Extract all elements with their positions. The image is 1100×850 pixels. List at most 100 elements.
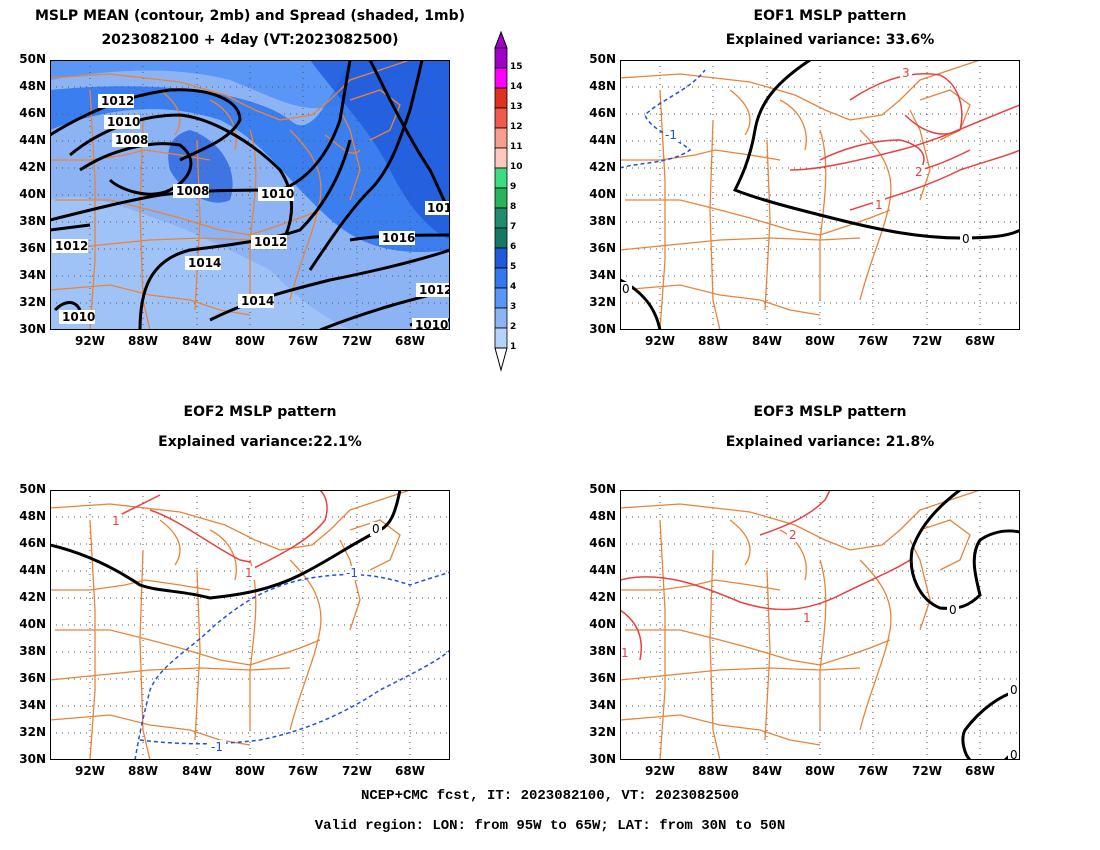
lon-tick-label: 76W xyxy=(288,334,318,348)
colorbar-level-label: 5 xyxy=(510,262,517,272)
lon-tick-label: 72W xyxy=(342,334,372,348)
panel3-title-line1: EOF2 MSLP pattern xyxy=(183,404,337,420)
colorbar-level-label: 15 xyxy=(510,62,523,72)
p2-contour-label: 0 xyxy=(962,232,970,246)
lon-tick-label: 92W xyxy=(75,334,105,348)
lon-tick-label: 84W xyxy=(182,764,212,778)
lon-tick-label: 92W xyxy=(75,764,105,778)
colorbar-level-label: 13 xyxy=(510,102,523,112)
colorbar-swatch xyxy=(494,47,508,69)
lat-tick-label: 38N xyxy=(589,644,616,658)
lon-tick-label: 92W xyxy=(645,764,675,778)
p4-contour-label: 0 xyxy=(949,603,957,617)
lat-tick-label: 48N xyxy=(589,509,616,523)
lat-tick-label: 42N xyxy=(589,590,616,604)
p1-contour-label: 1014 xyxy=(241,294,274,308)
lon-tick-label: 76W xyxy=(858,764,888,778)
p1-contour-label: 1008 xyxy=(115,133,148,147)
lat-tick-label: 46N xyxy=(589,536,616,550)
lat-tick-label: 30N xyxy=(19,322,46,336)
p1-contour-label: 1010 xyxy=(62,310,95,324)
p4-contour-label: 2 xyxy=(789,528,797,542)
p1-contour-label: 1012 xyxy=(101,94,134,108)
lon-tick-label: 88W xyxy=(128,334,158,348)
lat-tick-label: 40N xyxy=(589,617,616,631)
p1-contour-label: 1016 xyxy=(382,231,415,245)
p1-contour-label: 1010 xyxy=(261,187,294,201)
panel1-title-line2: 2023082100 + 4day (VT:2023082500) xyxy=(101,32,399,48)
lat-tick-label: 40N xyxy=(19,187,46,201)
panel3-map: 1 1 0 -1 -1 xyxy=(50,490,450,760)
lat-tick-label: 30N xyxy=(589,322,616,336)
p4-contour-label: 0 xyxy=(1010,748,1018,760)
lon-tick-label: 88W xyxy=(698,764,728,778)
colorbar-level-label: 7 xyxy=(510,222,517,232)
footer-line1: NCEP+CMC fcst, IT: 2023082100, VT: 20230… xyxy=(360,788,740,804)
lon-tick-label: 72W xyxy=(912,334,942,348)
colorbar-level-label: 8 xyxy=(510,202,517,212)
lon-tick-label: 68W xyxy=(965,764,995,778)
colorbar-swatch xyxy=(494,107,508,129)
p1-contour-label: 1008 xyxy=(176,184,209,198)
panel2-title-line1: EOF1 MSLP pattern xyxy=(753,8,907,24)
lat-tick-label: 46N xyxy=(589,106,616,120)
lat-tick-label: 46N xyxy=(19,536,46,550)
colorbar-swatch xyxy=(494,267,508,289)
colorbar-level-label: 10 xyxy=(510,162,523,172)
colorbar-level-label: 2 xyxy=(510,322,517,332)
colorbar-swatch xyxy=(494,147,508,169)
lat-tick-label: 32N xyxy=(19,295,46,309)
lat-tick-label: 44N xyxy=(19,133,46,147)
lon-tick-label: 80W xyxy=(235,764,265,778)
lat-tick-label: 50N xyxy=(19,482,46,496)
lon-tick-label: 72W xyxy=(912,764,942,778)
lon-tick-label: 68W xyxy=(395,334,425,348)
p1-contour-label: 1010 xyxy=(107,115,140,129)
panel1-map: 1012 1010 1008 1008 1010 1012 1014 1014 … xyxy=(50,60,450,330)
colorbar-swatch xyxy=(494,247,508,269)
colorbar-level-label: 3 xyxy=(510,302,517,312)
panel3-title-line2: Explained variance:22.1% xyxy=(158,434,362,450)
lat-tick-label: 50N xyxy=(589,52,616,66)
lon-tick-label: 88W xyxy=(698,334,728,348)
colorbar-swatch xyxy=(494,287,508,309)
p4-contour-label: 1 xyxy=(803,611,811,625)
lat-tick-label: 30N xyxy=(589,752,616,766)
colorbar-swatch xyxy=(494,87,508,109)
p3-contour-label: 1 xyxy=(245,566,253,580)
colorbar-swatch xyxy=(494,227,508,249)
p1-contour-label: 1012 xyxy=(254,235,287,249)
lat-tick-label: 34N xyxy=(19,268,46,282)
p4-contour-label: 1 xyxy=(621,646,629,660)
lon-tick-label: 84W xyxy=(182,334,212,348)
lon-tick-label: 68W xyxy=(395,764,425,778)
lat-tick-label: 32N xyxy=(19,725,46,739)
lat-tick-label: 42N xyxy=(589,160,616,174)
p3-contour-label: 0 xyxy=(372,522,380,536)
lat-tick-label: 42N xyxy=(19,160,46,174)
lat-tick-label: 34N xyxy=(19,698,46,712)
p1-contour-label: 1012 xyxy=(55,239,88,253)
p3-contour-label: 1 xyxy=(112,514,120,528)
colorbar-swatch xyxy=(494,67,508,89)
colorbar-swatch xyxy=(494,167,508,189)
lon-tick-label: 92W xyxy=(645,334,675,348)
lat-tick-label: 34N xyxy=(589,698,616,712)
p2-contour-label: 1 xyxy=(875,198,883,212)
lon-tick-label: 84W xyxy=(752,334,782,348)
p3-contour-label: -1 xyxy=(211,740,223,754)
colorbar-level-label: 12 xyxy=(510,122,523,132)
lon-tick-label: 80W xyxy=(235,334,265,348)
lon-tick-label: 84W xyxy=(752,764,782,778)
lat-tick-label: 40N xyxy=(589,187,616,201)
colorbar-swatch xyxy=(494,207,508,229)
p3-contour-label: -1 xyxy=(346,566,358,580)
lon-tick-label: 76W xyxy=(858,334,888,348)
lat-tick-label: 44N xyxy=(589,563,616,577)
colorbar-swatch xyxy=(494,327,508,349)
lat-tick-label: 48N xyxy=(19,79,46,93)
lat-tick-label: 32N xyxy=(589,725,616,739)
panel4-title-line2: Explained variance: 21.8% xyxy=(725,434,935,450)
lon-tick-label: 80W xyxy=(805,334,835,348)
p1-contour-label: 1012 xyxy=(419,283,450,297)
